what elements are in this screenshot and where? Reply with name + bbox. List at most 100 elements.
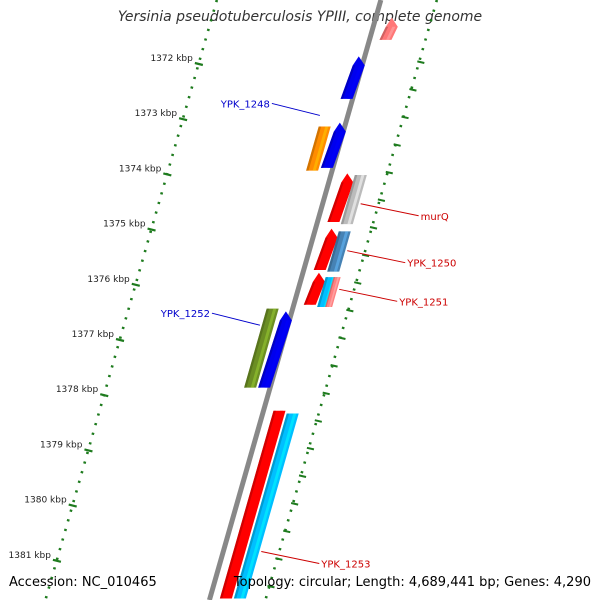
gene-highlight [386, 26, 396, 40]
gene-shadow [303, 281, 316, 305]
label-leader-line [211, 312, 261, 326]
gene-feature[interactable] [306, 126, 331, 171]
gene-shadow [317, 277, 329, 307]
ruler-tick-label: 1374 kbp [119, 164, 162, 174]
gene-label-text[interactable]: YPK_1253 [320, 560, 370, 571]
ruler-tick [115, 337, 125, 343]
gene-feature[interactable] [233, 413, 299, 599]
ruler-tick-label: 1375 kbp [103, 220, 146, 230]
label-leader-line [347, 250, 406, 264]
outer-ruler-dots [264, 0, 439, 600]
ruler-tick [52, 558, 62, 563]
gene-shadow [327, 182, 344, 222]
outer-ruler-tick [267, 584, 275, 589]
gene-feature[interactable] [325, 277, 341, 307]
genome-backbone [207, 0, 384, 600]
gene-highlight [312, 126, 329, 171]
gene-highlight [327, 131, 344, 168]
label-leader-line [261, 551, 320, 565]
gene-highlight [333, 231, 349, 272]
gene-label-text[interactable]: YPK_1250 [406, 259, 456, 270]
outer-ruler-tick [338, 336, 346, 340]
ruler-tick [99, 393, 109, 398]
gene-label-ypk_1251[interactable]: YPK_1251 [339, 288, 448, 308]
outer-ruler-tick [283, 529, 291, 534]
ruler-tick-label: 1376 kbp [87, 275, 130, 285]
outer-ruler-tick [275, 557, 283, 561]
outer-ruler-tick [354, 281, 362, 285]
gene-label-ypk_1250[interactable]: YPK_1250 [347, 250, 456, 270]
gene-feature[interactable] [320, 122, 346, 168]
gene-label-ypk_1253[interactable]: YPK_1253 [261, 551, 370, 571]
topology-text: Topology: circular; Length: 4,689,441 bp… [233, 575, 591, 590]
ruler-tick [163, 172, 172, 177]
gene-highlight [334, 182, 351, 222]
gene-shadow [258, 320, 283, 388]
label-leader-line [339, 288, 398, 302]
gene-label-text[interactable]: murQ [421, 212, 449, 223]
label-layer: YPK_1248 murQ YPK_1250 YPK_1251 YPK_1252 YPK_… [160, 99, 457, 570]
gene-label-murq[interactable]: murQ [360, 203, 449, 223]
outer-ruler-tick [417, 60, 425, 64]
gene-shadow [233, 413, 290, 599]
gene-feature[interactable] [244, 308, 279, 388]
gene-shadow [306, 126, 322, 171]
ruler-tick-label: 1373 kbp [135, 109, 178, 119]
gene-shadow [244, 308, 270, 388]
gene-label-text[interactable]: YPK_1251 [398, 297, 448, 308]
gene-feature[interactable] [327, 231, 351, 272]
outer-ruler-tick [306, 446, 315, 451]
gene-label-ypk_1252[interactable]: YPK_1252 [160, 309, 261, 326]
gene-feature[interactable] [327, 173, 354, 222]
inner-ruler-dots [44, 0, 219, 600]
gene-label-text[interactable]: YPK_1252 [160, 309, 210, 320]
outer-ruler-tick [346, 308, 354, 313]
gene-shadow [325, 277, 336, 307]
ruler-dots-layer [44, 0, 439, 600]
gene-shadow [327, 231, 342, 272]
gene-feature[interactable] [340, 175, 367, 225]
outer-ruler-tick [314, 419, 323, 423]
gene-shadow [320, 131, 337, 168]
outer-ruler-tick [322, 391, 330, 396]
gene-feature[interactable] [258, 311, 292, 388]
ruler-tick [68, 503, 77, 508]
backbone-layer: 1372 kbp 1373 kbp 1374 kbp 1375 kbp 1376 kbp… [9, 0, 384, 600]
outer-ruler-tick [401, 115, 409, 120]
outer-ruler-tick [361, 253, 370, 258]
gene-feature[interactable] [340, 56, 365, 99]
gene-shadow [219, 410, 276, 599]
ruler-tick-label: 1379 kbp [40, 440, 83, 450]
ruler-tick-label: 1380 kbp [24, 496, 67, 506]
outer-ruler-tick [409, 88, 417, 92]
gene-feature[interactable] [303, 272, 325, 305]
gene-highlight [310, 281, 323, 305]
ruler-tick-label: 1377 kbp [72, 330, 115, 340]
ruler-tick-label: 1381 kbp [9, 551, 52, 561]
gene-highlight [226, 410, 284, 599]
outer-ruler-tick [330, 364, 338, 368]
gene-highlight [250, 308, 277, 388]
gene-feature[interactable] [313, 228, 338, 270]
gene-highlight [347, 175, 365, 225]
label-leader-line [271, 102, 320, 116]
gene-highlight [240, 413, 297, 599]
outer-ruler-tick [290, 502, 299, 506]
outer-ruler-tick [369, 226, 378, 230]
gene-feature[interactable] [219, 410, 286, 599]
accession-text: Accession: NC_010465 [9, 575, 157, 590]
gene-feature[interactable] [379, 17, 398, 40]
gene-shadow [340, 175, 358, 225]
gene-shadow [379, 26, 389, 40]
ruler-tick [131, 282, 141, 287]
gene-label-ypk_1248[interactable]: YPK_1248 [220, 99, 320, 116]
gene-highlight [347, 65, 363, 99]
ruler-tick [178, 117, 188, 122]
ruler-tick-label: 1378 kbp [56, 385, 99, 395]
label-leader-line [360, 203, 419, 217]
gene-label-text[interactable]: YPK_1248 [220, 99, 270, 110]
gene-shadow [313, 237, 328, 270]
ruler-tick [84, 448, 93, 453]
